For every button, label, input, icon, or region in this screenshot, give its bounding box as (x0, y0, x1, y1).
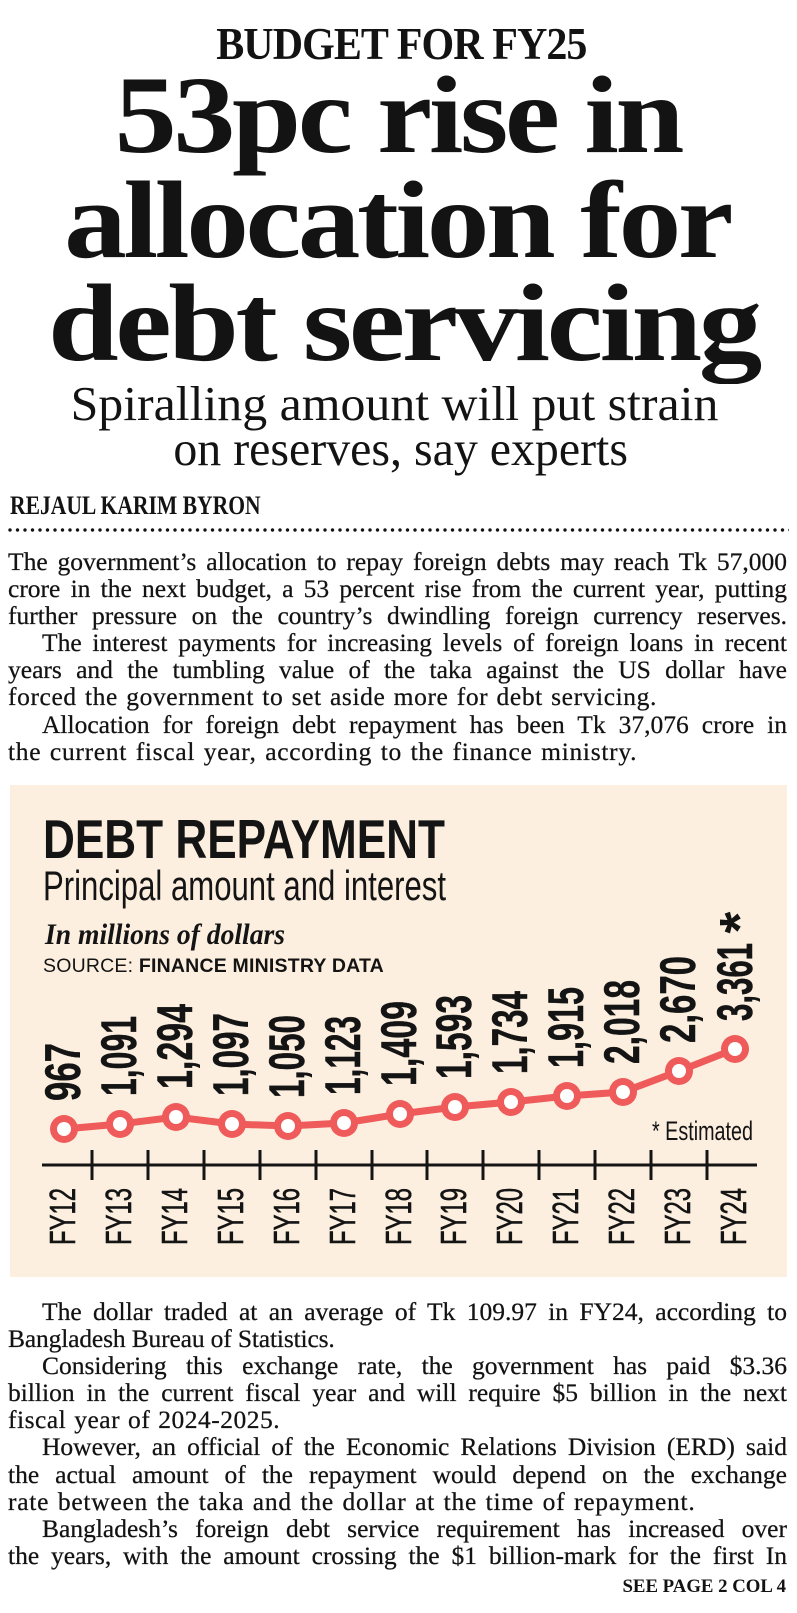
svg-text:FY14: FY14 (154, 1188, 195, 1245)
svg-text:2,018: 2,018 (594, 980, 650, 1064)
svg-text:1,050: 1,050 (259, 1015, 315, 1098)
svg-text:1,593: 1,593 (426, 995, 482, 1079)
svg-text:FY12: FY12 (42, 1188, 83, 1245)
svg-text:FY20: FY20 (489, 1188, 530, 1245)
svg-text:DEBT REPAYMENT: DEBT REPAYMENT (43, 808, 445, 870)
svg-text:FY15: FY15 (210, 1188, 251, 1245)
svg-text:1,097: 1,097 (203, 1013, 259, 1096)
svg-text:In millions of dollars: In millions of dollars (44, 918, 285, 951)
svg-text:FY13: FY13 (98, 1188, 139, 1245)
svg-text:FY24: FY24 (713, 1188, 754, 1245)
svg-text:3,361: 3,361 (707, 943, 763, 1021)
svg-text:1,915: 1,915 (538, 987, 594, 1068)
svg-text:1,123: 1,123 (315, 1016, 371, 1095)
svg-text:2,670: 2,670 (650, 956, 706, 1043)
svg-text:1,294: 1,294 (147, 1004, 203, 1089)
svg-text:967: 967 (35, 1043, 91, 1101)
svg-text:FY19: FY19 (433, 1188, 474, 1245)
svg-text:Principal amount and interest: Principal amount and interest (43, 862, 446, 909)
svg-text:FY17: FY17 (322, 1188, 363, 1245)
svg-text:FY21: FY21 (545, 1188, 586, 1245)
svg-text:FY18: FY18 (378, 1188, 419, 1245)
svg-text:FY23: FY23 (657, 1188, 698, 1245)
svg-text:FY22: FY22 (601, 1188, 642, 1245)
svg-text:SOURCE: FINANCE MINISTRY DATA: SOURCE: FINANCE MINISTRY DATA (43, 955, 384, 977)
svg-text:FY16: FY16 (266, 1188, 307, 1245)
svg-text:1,409: 1,409 (371, 1001, 427, 1086)
svg-text:1,091: 1,091 (91, 1016, 147, 1096)
svg-text:1,734: 1,734 (482, 991, 538, 1074)
svg-text:*: * (708, 912, 771, 934)
svg-text:* Estimated: * Estimated (652, 1116, 753, 1146)
